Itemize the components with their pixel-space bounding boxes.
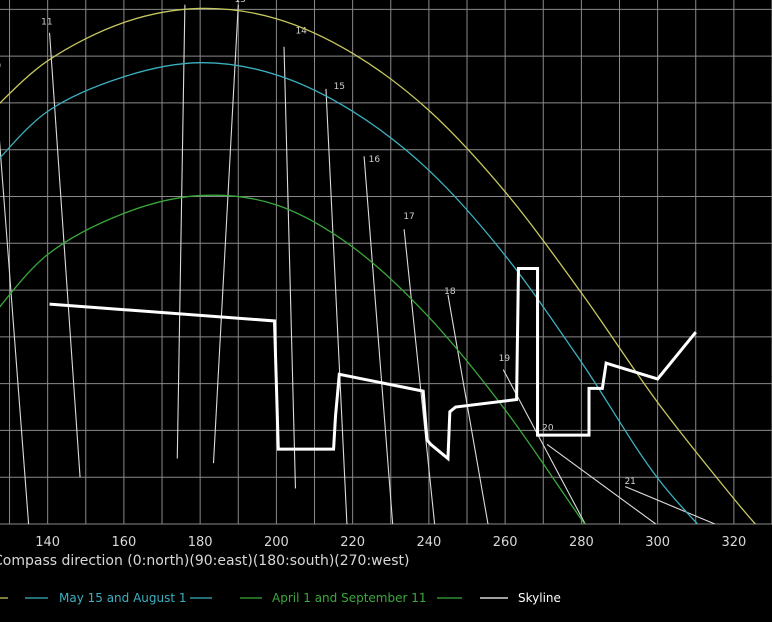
x-tick-160: 160 [111,535,136,550]
hour-label-17: 17 [403,212,414,222]
series-line-summer [0,7,757,524]
x-tick-200: 200 [264,535,289,550]
hour-line-10 [0,139,30,524]
x-tick-260: 260 [493,535,518,550]
hour-line-14 [283,46,297,489]
hour-line-20 [546,444,657,524]
hour-label-19: 19 [499,354,511,364]
hour-label-11: 11 [41,17,52,27]
hour-lines: 101112131415161718192021 [0,0,716,524]
hour-label-16: 16 [369,155,381,165]
x-tick-140: 140 [35,535,60,550]
series-line-may_aug [0,62,699,524]
sun-path-series [0,7,757,524]
x-tick-320: 320 [721,535,746,550]
x-tick-180: 180 [188,535,213,550]
x-tick-280: 280 [569,535,594,550]
x-tick-220: 220 [340,535,365,550]
hour-line-17 [403,229,436,524]
legend-label-skyline: Skyline [518,591,561,605]
hour-line-21 [625,486,716,524]
hour-label-15: 15 [334,82,345,92]
legend-label-may_aug: May 15 and August 1 [59,591,187,605]
hour-label-20: 20 [542,423,554,433]
hour-label-10: 10 [0,61,1,71]
skyline-line [49,267,697,462]
grid [0,0,772,525]
legend-label-apr_sep: April 1 and September 11 [272,591,427,605]
hour-line-12 [176,4,186,459]
hour-label-14: 14 [295,27,307,37]
x-tick-300: 300 [645,535,670,550]
hour-line-11 [49,32,81,478]
hour-label-21: 21 [624,477,635,487]
x-axis-label: Compass direction (0:north)(90:east)(180… [0,553,410,569]
hour-line-16 [363,156,394,524]
skyline-series [49,267,697,462]
hour-line-15 [325,88,348,524]
hour-label-13: 13 [234,0,245,5]
x-tick-240: 240 [416,535,441,550]
legend: May 15 and August 1 April 1 and September… [0,591,561,605]
hour-line-18 [447,294,489,524]
hour-label-18: 18 [444,287,456,297]
series-line-apr_sep [0,194,586,524]
hour-line-13 [212,4,239,464]
x-tick-labels: 140 160 180 200 220 240 260 280 300 320 [35,535,746,550]
